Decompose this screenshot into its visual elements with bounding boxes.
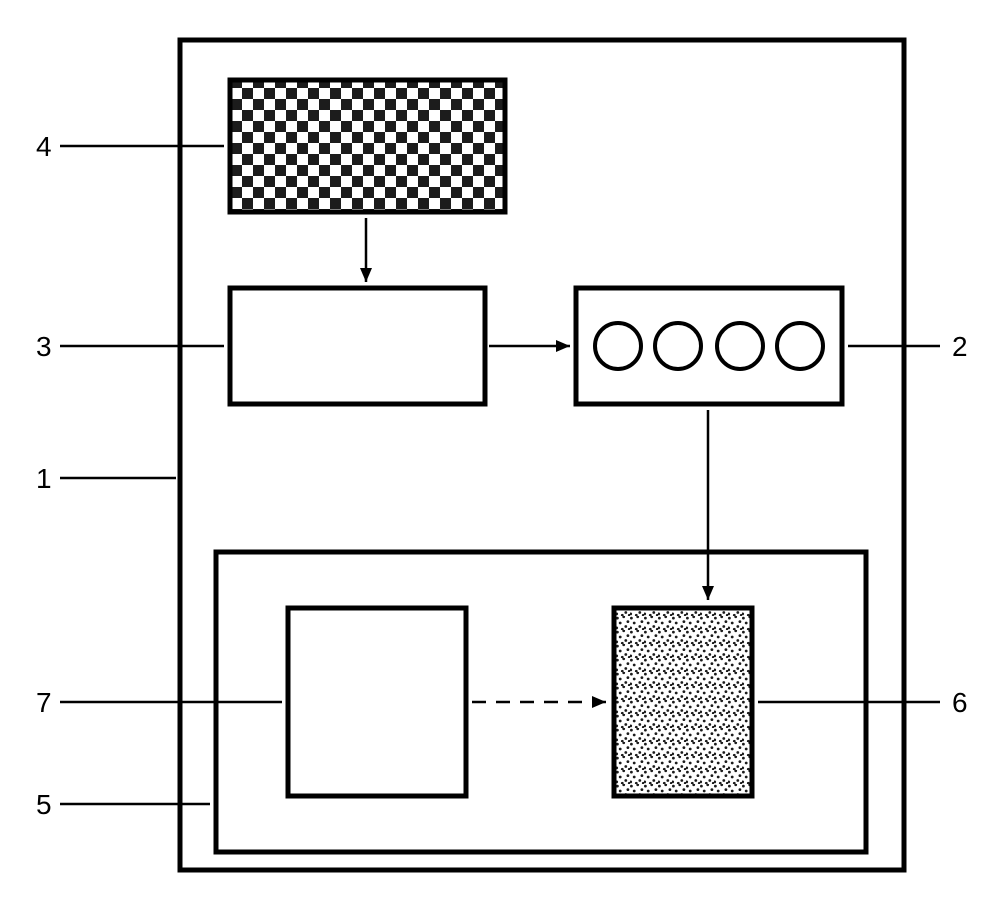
arrow-7-to-6 <box>472 696 606 708</box>
label-l4: 4 <box>36 131 52 162</box>
label-l1: 1 <box>36 463 52 494</box>
arrow-3-to-2 <box>489 340 570 352</box>
label-l6: 6 <box>952 687 968 718</box>
arrow-2-to-6 <box>702 410 714 600</box>
label-l5: 5 <box>36 789 52 820</box>
label-l7: 7 <box>36 687 52 718</box>
block-6 <box>614 608 752 796</box>
label-l2: 2 <box>952 331 968 362</box>
label-l3: 3 <box>36 331 52 362</box>
block-7 <box>288 608 466 796</box>
block-4 <box>230 80 505 212</box>
block-2 <box>576 288 842 404</box>
arrow-4-to-3 <box>360 218 372 282</box>
block-3 <box>230 288 485 404</box>
